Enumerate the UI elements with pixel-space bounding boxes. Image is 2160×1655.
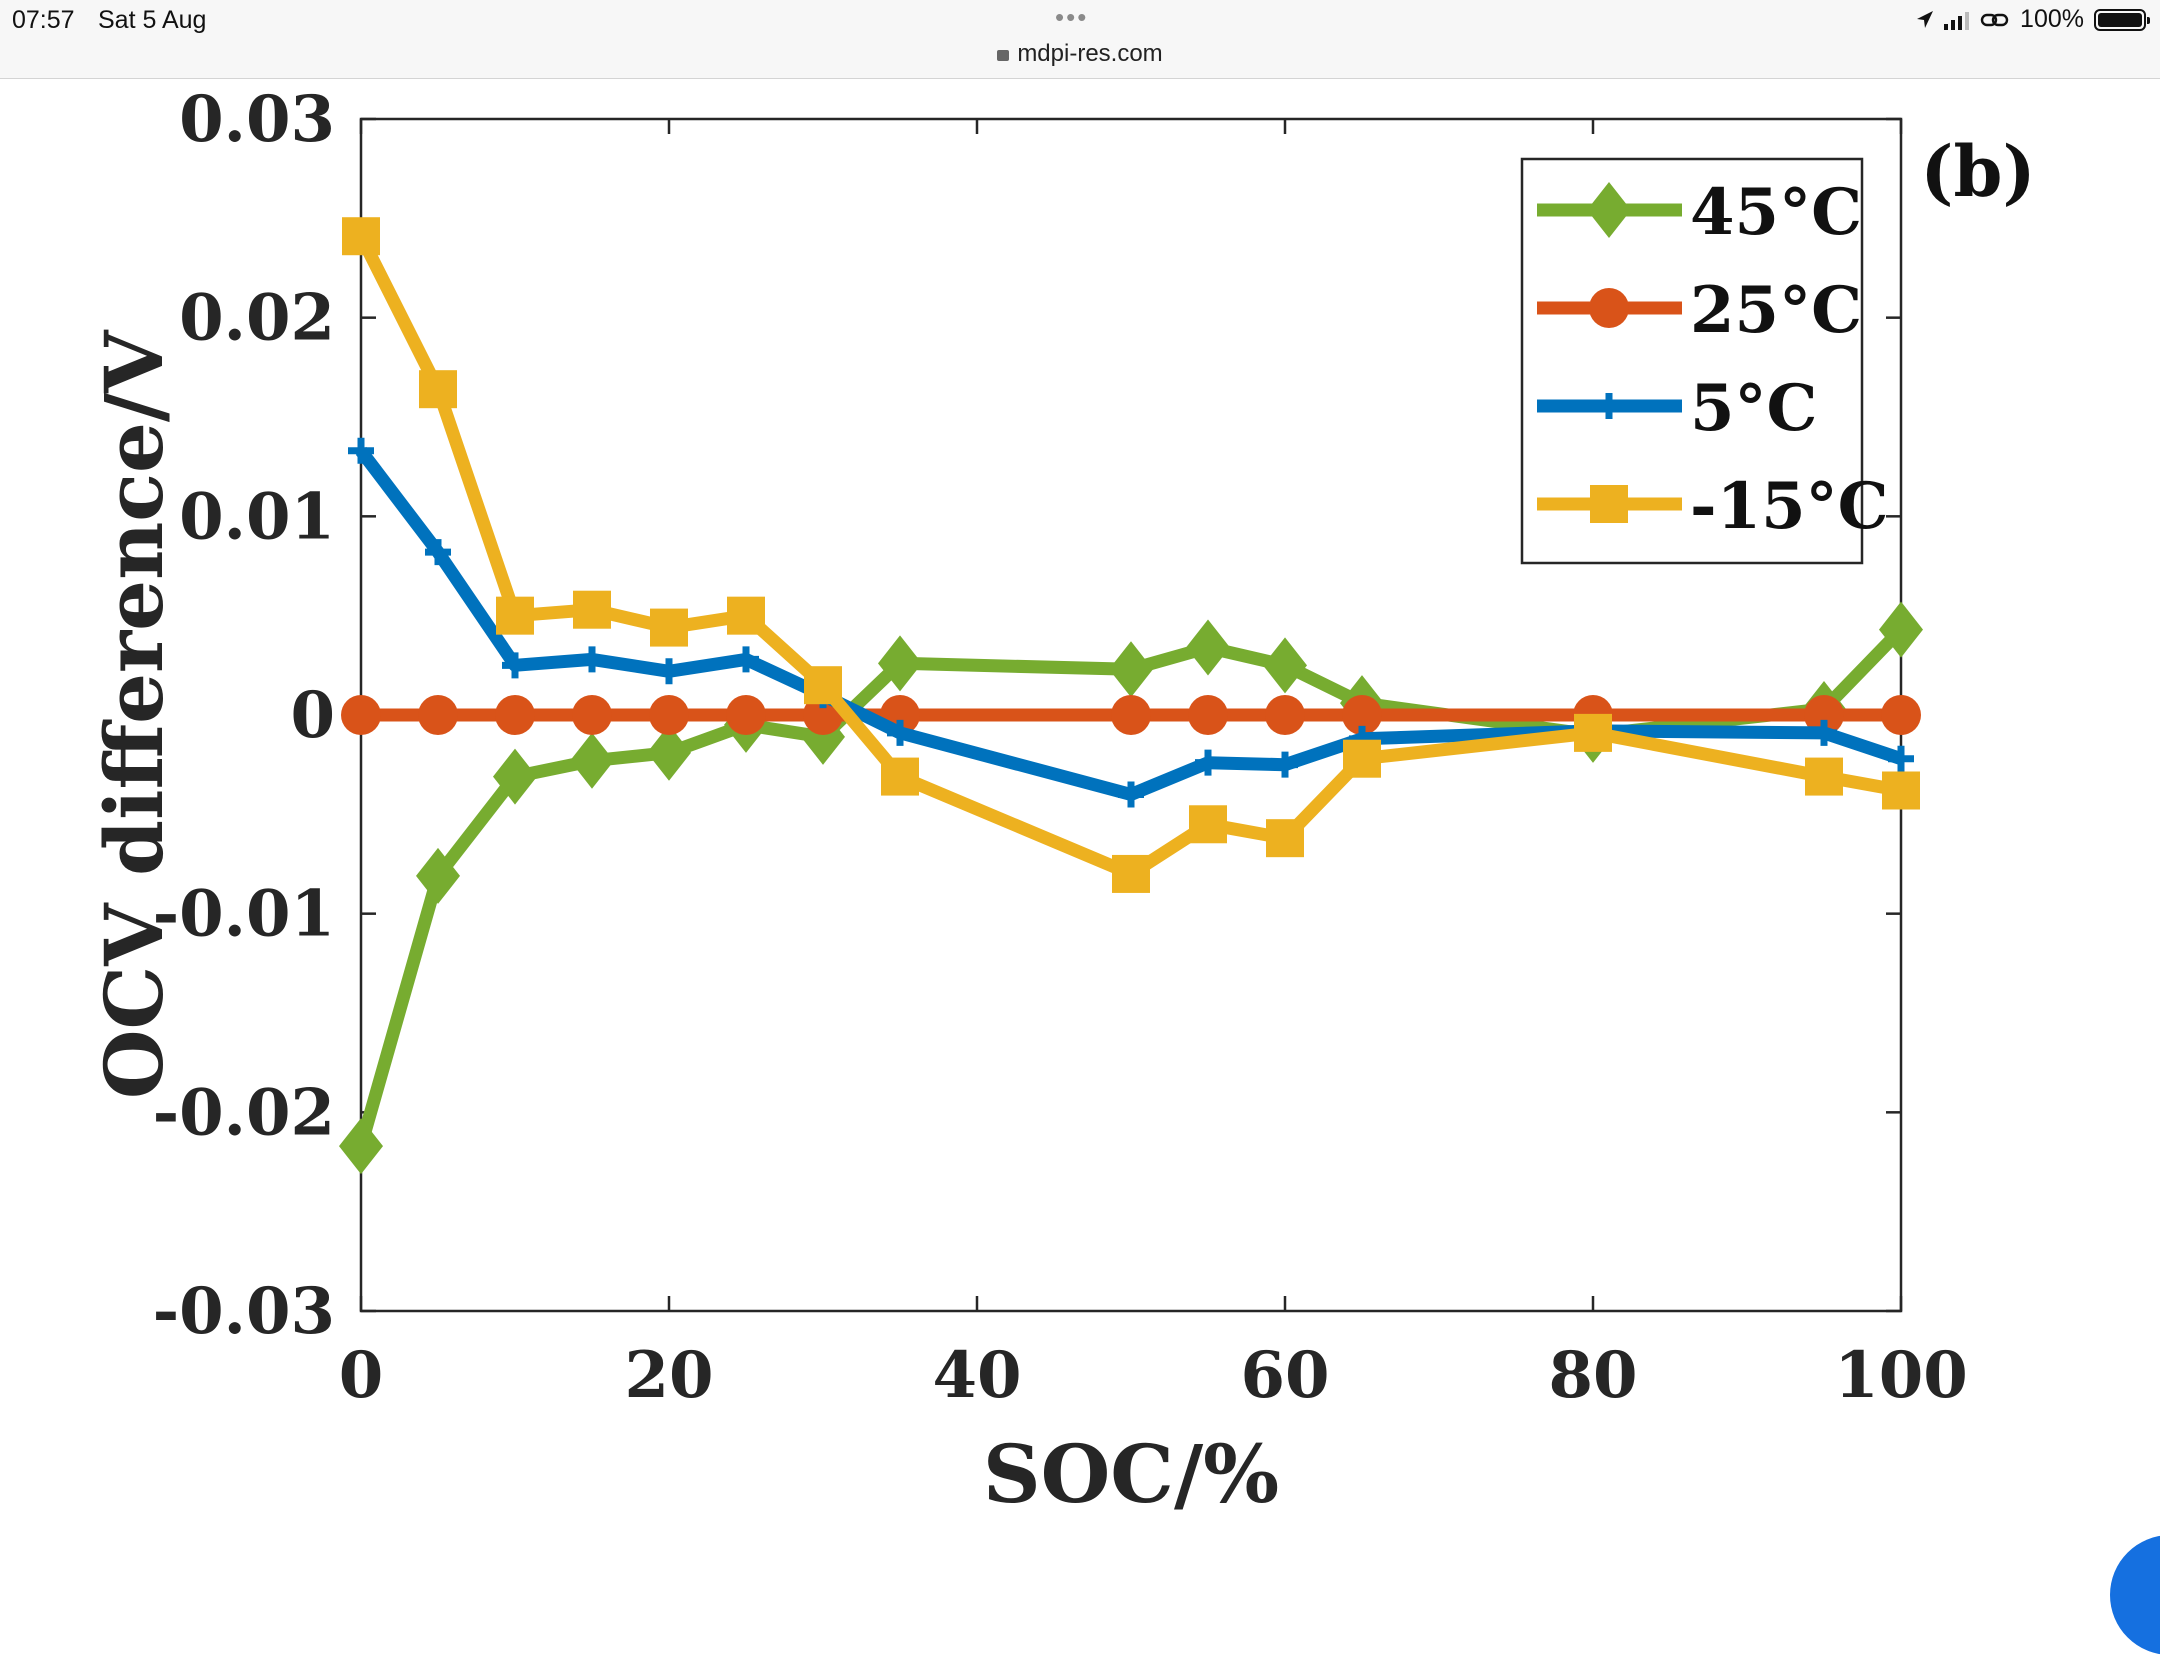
series-group [339,217,1923,1175]
data-point [649,695,689,735]
labels: SOC/% OCV difference/V (b) [87,130,2036,1521]
series-circle [341,695,1921,735]
data-point [881,757,919,796]
signal-icon [1944,11,1970,30]
legend-marker [1589,288,1629,328]
y-tick-label: 0.03 [179,82,335,157]
data-point [341,695,381,735]
axes: 0 20 40 60 80 100 0.03 0.02 0.01 0 -0.01 -0.02 -0.03 [153,82,1968,1413]
data-point [1342,695,1382,735]
more-options-icon[interactable]: ••• [1055,2,1089,32]
data-point [1109,641,1153,698]
data-point [1112,854,1150,893]
ocv-difference-chart: 0 20 40 60 80 100 0.03 0.02 0.01 0 -0.01 -0.02 -0.03… [87,82,2036,1521]
x-tick-label: 20 [624,1338,713,1413]
data-point [1882,771,1920,810]
battery-percent: 100% [2020,5,2084,33]
data-point [1263,637,1307,694]
battery-icon [2094,8,2150,31]
data-point [1265,695,1305,735]
status-bar: 07:57 Sat 5 Aug ••• mdpi-res.com 100% [0,0,2160,79]
legend-item: 25°C [1537,273,1862,348]
legend: 45°C 25°C 5°C -15°C [1520,157,1889,565]
legend-label: 45°C [1690,175,1862,250]
data-point [1186,619,1230,676]
legend-item: -15°C [1537,469,1889,544]
data-point [1888,745,1914,772]
y-tick-label: -0.03 [153,1274,335,1349]
data-point [573,590,611,629]
data-point [647,724,691,781]
y-tick-label: 0.02 [179,281,335,356]
data-point [1881,695,1921,735]
data-point [1111,695,1151,735]
lock-icon [997,50,1010,61]
x-axis-label: SOC/% [983,1427,1279,1521]
legend-marker [1587,182,1631,238]
data-point [1189,805,1227,844]
y-tick-label: -0.01 [153,877,335,952]
data-point [342,217,380,256]
legend-label: 25°C [1690,273,1862,348]
series-square [342,217,1920,893]
y-axis-label: OCV difference/V [87,329,181,1099]
data-point [1118,781,1144,808]
data-point [502,652,528,679]
data-point [1343,739,1381,778]
url-text: mdpi-res.com [1017,40,1163,67]
legend-item: 5°C [1537,371,1817,446]
data-point [1804,695,1844,735]
data-point [726,695,766,735]
data-point [495,695,535,735]
data-point [1805,757,1843,796]
data-point [1811,719,1837,746]
address-bar[interactable]: mdpi-res.com [0,40,2160,68]
data-point [570,732,614,789]
status-date: Sat 5 Aug [98,6,207,34]
x-tick-label: 60 [1240,1338,1329,1413]
data-point [650,608,688,647]
data-point [339,1118,383,1175]
data-point [419,370,457,409]
data-point [579,646,605,673]
data-point [656,658,682,685]
data-point [493,748,537,805]
data-point [1188,695,1228,735]
data-point [425,539,451,566]
link-icon [1980,13,2009,26]
status-indicators: 100% [1916,5,2150,34]
data-point [1879,601,1923,658]
data-point [727,596,765,635]
x-tick-label: 40 [932,1338,1021,1413]
status-time: 07:57 [12,6,75,34]
y-tick-label: 0.01 [179,479,335,554]
y-tick-label: -0.02 [153,1075,335,1150]
data-point [1195,749,1221,776]
data-point [496,596,534,635]
x-tick-label: 100 [1834,1338,1968,1413]
data-point [804,666,842,705]
location-arrow-icon [1917,10,1934,28]
data-point [416,847,460,904]
legend-label: 5°C [1690,371,1817,446]
data-point [733,646,759,673]
legend-marker [1596,393,1622,419]
data-point [1266,819,1304,858]
data-point [1574,713,1612,752]
data-point [348,437,374,464]
legend-marker [1590,485,1628,523]
x-tick-label: 80 [1548,1338,1637,1413]
legend-item: 45°C [1537,175,1862,250]
y-tick-label: 0 [290,678,335,753]
legend-box [1520,157,1864,565]
panel-label: (b) [1920,130,2035,213]
data-point [1272,751,1298,778]
data-point [887,719,913,746]
data-point [572,695,612,735]
data-point [878,635,922,692]
data-point [418,695,458,735]
x-tick-label: 0 [339,1338,384,1413]
legend-label: -15°C [1690,469,1889,544]
